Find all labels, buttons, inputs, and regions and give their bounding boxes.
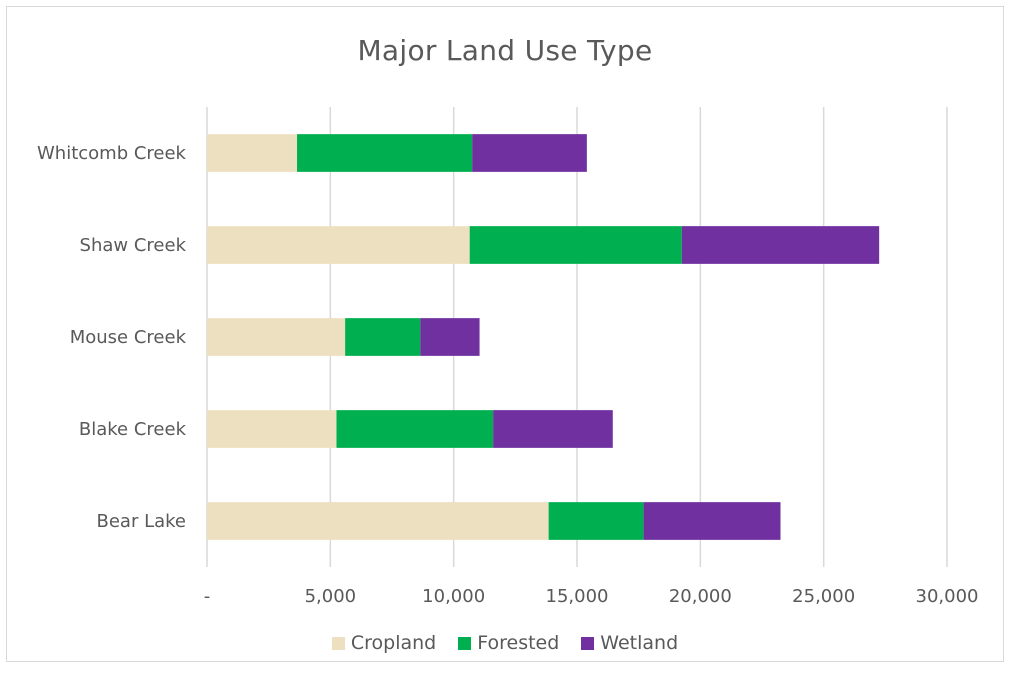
legend-swatch [458,636,472,650]
bar-segment-wetland [643,502,781,540]
legend-item-wetland: Wetland [581,632,678,654]
category-label: Bear Lake [97,511,187,532]
x-tick-label: 30,000 [916,586,979,607]
bar-segment-forested [345,318,421,356]
category-label: Whitcomb Creek [37,143,187,164]
bar-segment-wetland [472,134,587,172]
bar-segment-cropland [207,134,298,172]
x-tick-label: 20,000 [669,586,732,607]
chart-frame [6,6,1004,662]
bar-segment-forested [336,410,494,448]
legend-swatch [581,636,595,650]
bar-segment-wetland [681,226,880,264]
category-label: Shaw Creek [80,235,187,256]
x-tick-label: 15,000 [546,586,609,607]
bar-segment-forested [297,134,473,172]
bar-segment-wetland [493,410,613,448]
bar-segment-forested [469,226,682,264]
bar-segment-cropland [207,410,337,448]
tick-labels: - 5,000 10,000 15,000 20,000 25,000 30,000 [204,586,979,607]
category-label: Blake Creek [79,419,187,440]
bars [207,134,880,540]
bar-segment-cropland [207,318,346,356]
category-labels: Bear Lake Blake Creek Mouse Creek Shaw Cree… [37,143,187,532]
bar-segment-wetland [420,318,480,356]
bar-segment-cropland [207,502,549,540]
legend-item-forested: Forested [458,632,559,654]
x-tick-label: 10,000 [422,586,485,607]
x-tick-label: 25,000 [792,586,855,607]
legend-label: Cropland [350,632,437,654]
category-label: Mouse Creek [70,327,187,348]
legend: Cropland Forested Wetland [0,632,1010,654]
x-tick-label: - [204,586,211,607]
bar-segment-cropland [207,226,470,264]
legend-label: Wetland [600,632,679,654]
chart-title: Major Land Use Type [357,34,653,67]
legend-swatch [331,636,345,650]
bar-segment-forested [548,502,644,540]
legend-item-cropland: Cropland [331,632,437,654]
legend-label: Forested [477,632,560,654]
x-tick-label: 5,000 [305,586,357,607]
